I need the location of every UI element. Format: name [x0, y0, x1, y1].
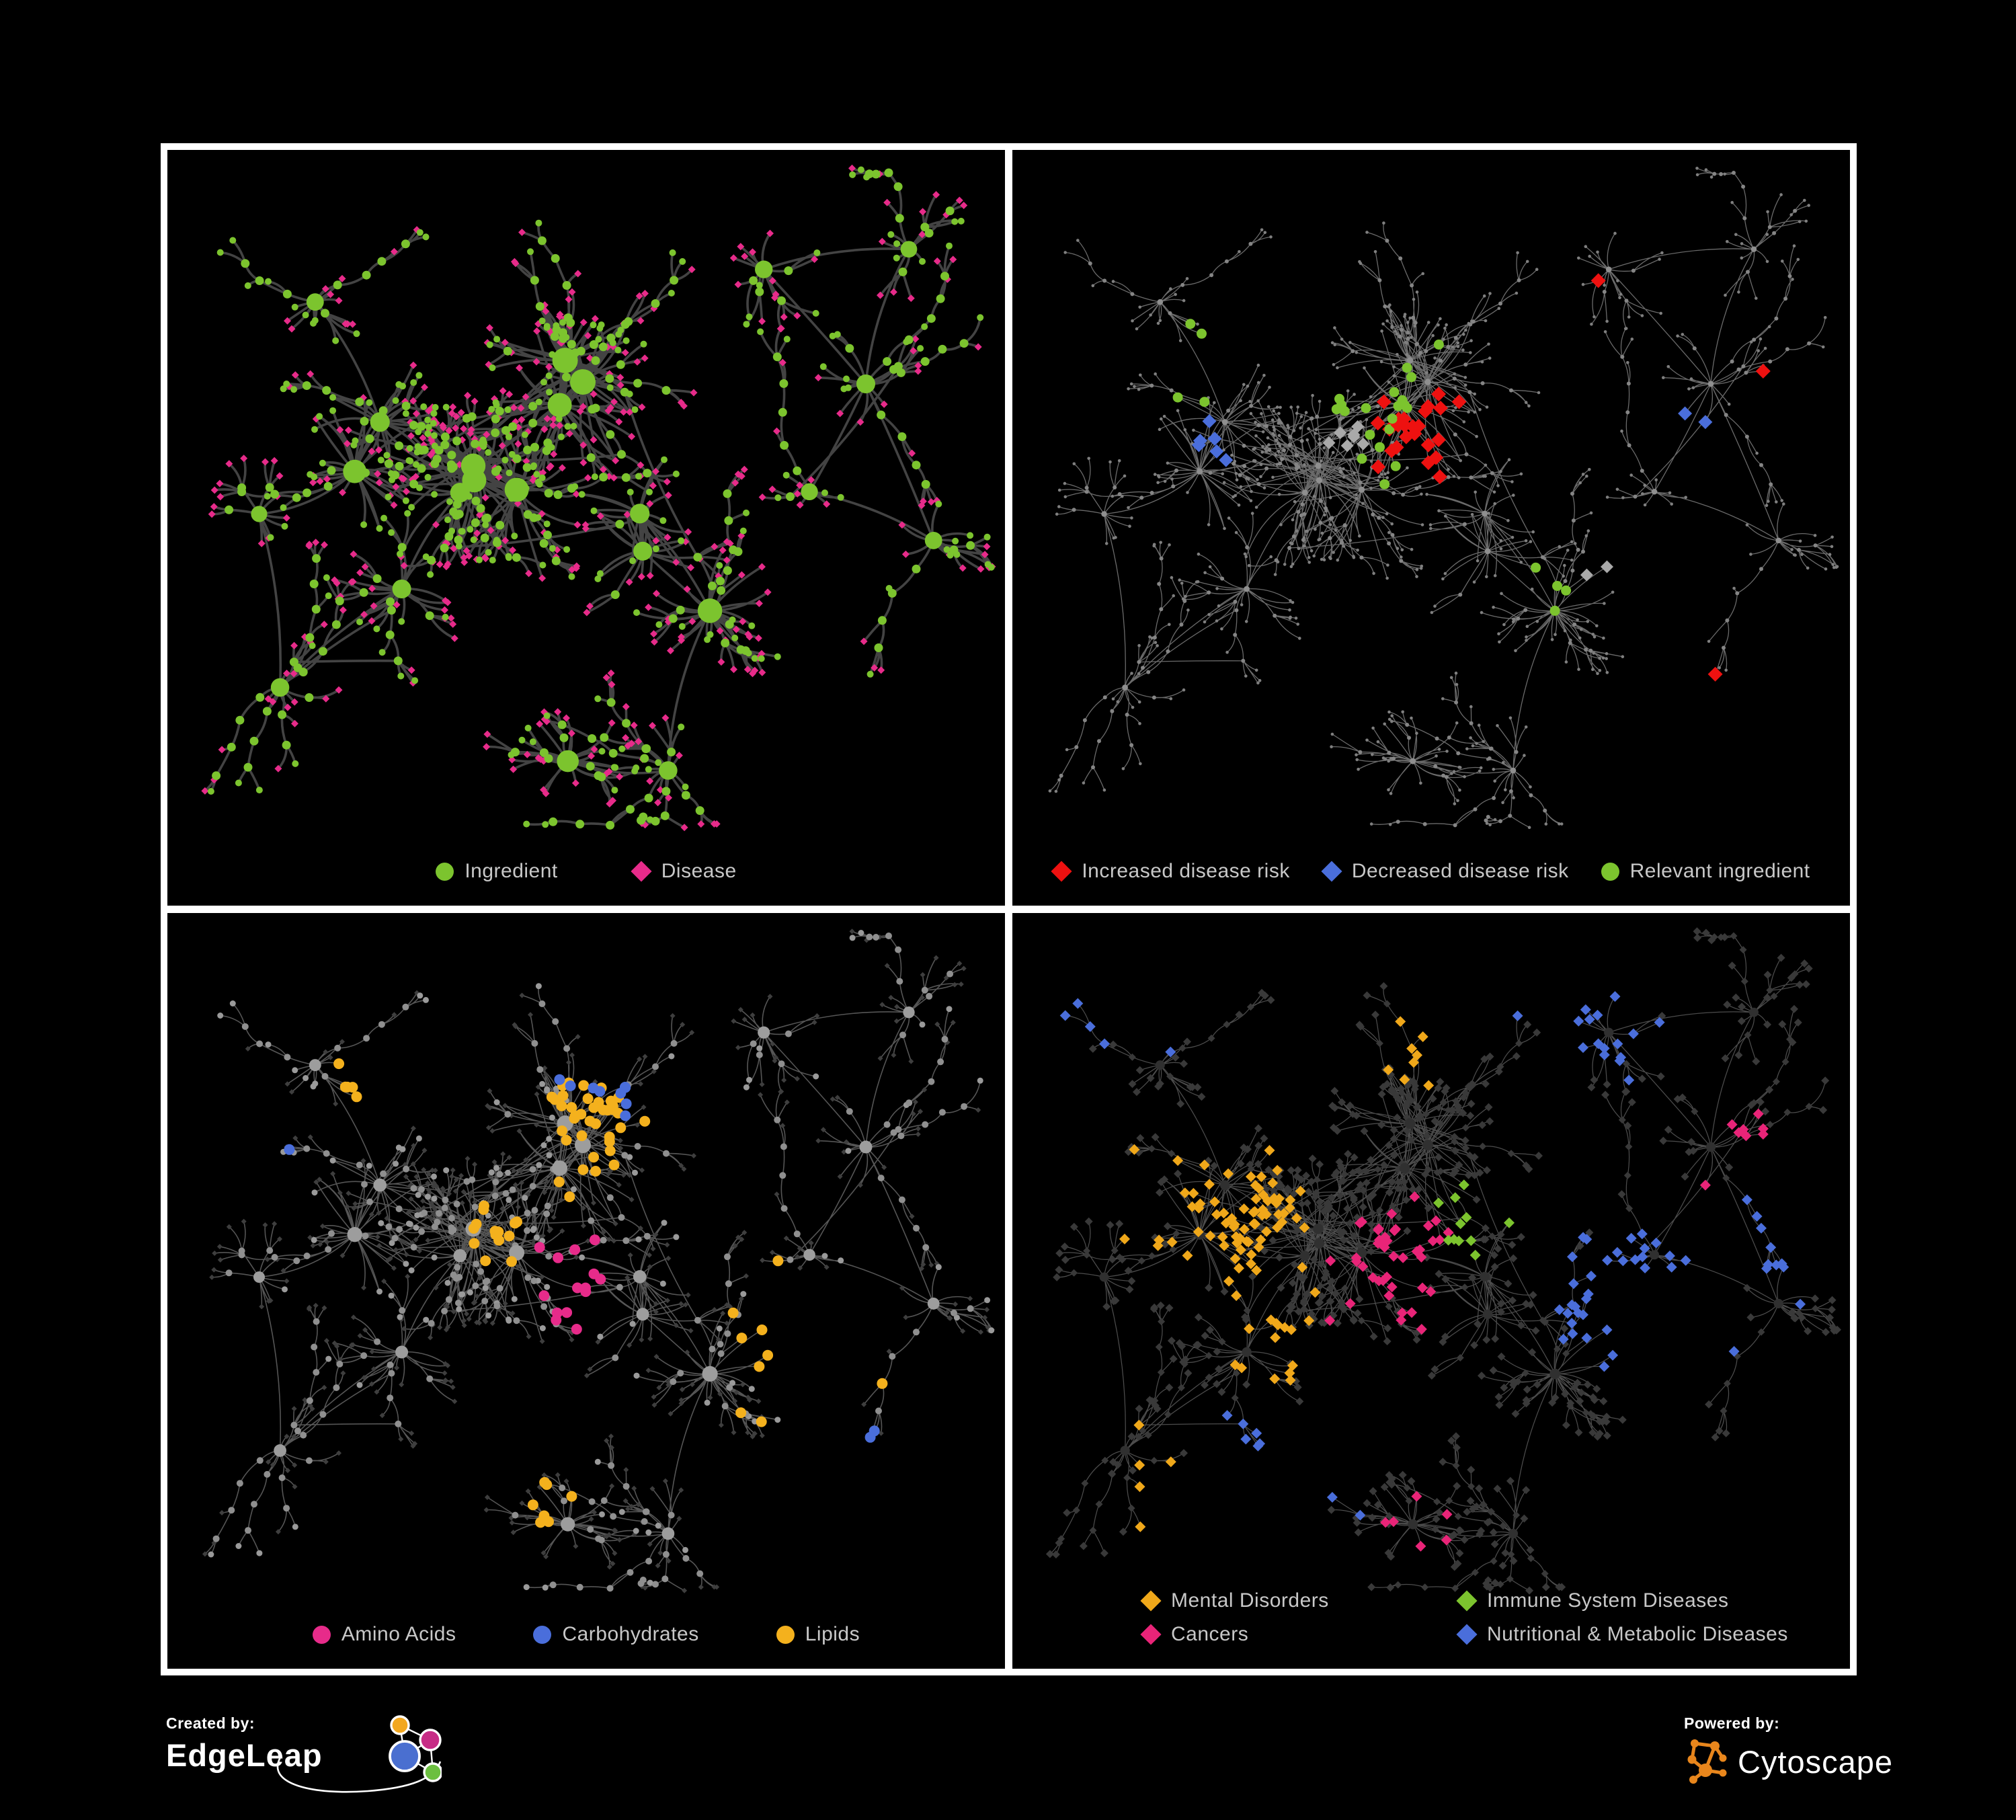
network-disease-risk [1048, 167, 1839, 829]
diamond-marker [631, 861, 652, 882]
cytoscape-wordmark: Cytoscape [1738, 1743, 1894, 1780]
legend-item-decreased-disease-risk: Decreased disease risk [1321, 860, 1569, 883]
diamond-marker [1140, 1590, 1162, 1612]
network-ingredient-disease [201, 164, 996, 832]
network-disease-classes [1045, 927, 1841, 1595]
legend-label: Relevant ingredient [1629, 860, 1810, 882]
legend-label: Decreased disease risk [1351, 860, 1569, 882]
legend-label: Lipids [805, 1623, 860, 1645]
edgeleap-credit: Created by: EdgeLeap [166, 1714, 442, 1809]
circle-marker [533, 1625, 552, 1644]
edgeleap-wordmark: EdgeLeap [166, 1737, 323, 1773]
circle-marker [776, 1625, 795, 1644]
legend-label: Immune System Diseases [1487, 1589, 1729, 1612]
legend-label: Mental Disorders [1171, 1589, 1329, 1612]
powered-by-label: Powered by: [1684, 1714, 1780, 1732]
panel-disease-risk: Increased disease risk Decreased disease … [1012, 150, 1850, 906]
diamond-marker [1456, 1624, 1478, 1645]
panel-disease-classes: Mental Disorders Immune System Diseases Ca… [1012, 913, 1850, 1669]
legend-label: Cancers [1171, 1623, 1249, 1645]
circle-marker [312, 1625, 331, 1644]
circle-marker [1601, 862, 1619, 881]
legend-label: Increased disease risk [1082, 860, 1290, 882]
legend-label: Amino Acids [341, 1623, 456, 1645]
legend-item-lipids: Lipids [776, 1623, 860, 1646]
legend-ingredient-disease: Ingredient Disease [167, 860, 1005, 883]
legend-item-ingredient: Ingredient [436, 860, 557, 883]
cytoscape-logo-icon [1687, 1739, 1727, 1784]
legend-item-increased-disease-risk: Increased disease risk [1051, 860, 1290, 883]
network-nutrient-classes [202, 928, 995, 1593]
circle-marker [436, 862, 454, 881]
legend-label: Nutritional & Metabolic Diseases [1487, 1623, 1788, 1645]
legend-label: Carbohydrates [562, 1623, 699, 1645]
legend-item-disease: Disease [631, 860, 737, 883]
cytoscape-credit: Powered by: Cytosc [1684, 1714, 1966, 1802]
legend-label: Disease [661, 860, 737, 882]
diamond-marker [1051, 861, 1072, 882]
panel-ingredient-disease: Ingredient Disease [167, 150, 1005, 906]
legend-disease-risk: Increased disease risk Decreased disease … [1012, 860, 1850, 883]
legend-item-mental-disorders: Mental Disorders [1140, 1589, 1457, 1612]
legend-item-immune-system-diseases: Immune System Diseases [1456, 1589, 1788, 1612]
panels-frame: Ingredient Disease Increased disease risk… [161, 143, 1857, 1675]
diamond-marker [1456, 1590, 1478, 1612]
diamond-marker [1321, 861, 1342, 882]
legend-item-carbohydrates: Carbohydrates [533, 1623, 698, 1646]
legend-item-relevant-ingredient: Relevant ingredient [1601, 860, 1810, 883]
legend-item-cancers: Cancers [1140, 1623, 1457, 1646]
legend-nutrient-classes: Amino Acids Carbohydrates Lipids [167, 1623, 1005, 1646]
legend-disease-classes: Mental Disorders Immune System Diseases Ca… [1012, 1589, 1850, 1646]
diamond-marker [1140, 1624, 1162, 1645]
created-by-label: Created by: [166, 1714, 255, 1732]
panel-nutrient-classes: Amino Acids Carbohydrates Lipids [167, 913, 1005, 1669]
legend-item-amino-acids: Amino Acids [312, 1623, 456, 1646]
legend-item-nutritional-metabolic-diseases: Nutritional & Metabolic Diseases [1456, 1623, 1788, 1646]
legend-label: Ingredient [465, 860, 558, 882]
